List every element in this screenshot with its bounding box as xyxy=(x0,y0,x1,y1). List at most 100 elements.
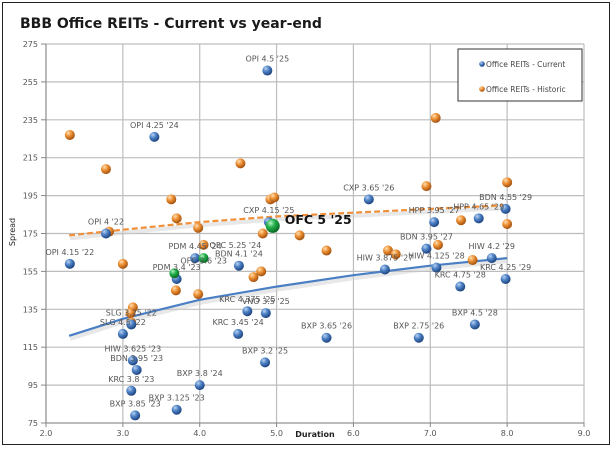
point-label: OFC 3.6 '23 xyxy=(180,256,227,265)
point-historic xyxy=(502,219,513,230)
legend: Office REITs - Current Office REITs - Hi… xyxy=(457,48,583,102)
point-label: BXP 3.65 '26 xyxy=(301,322,352,331)
point-current xyxy=(379,264,390,275)
y-axis-label: Spread xyxy=(8,218,17,246)
point-historic xyxy=(256,266,267,277)
point-label: KRC 3.8 '23 xyxy=(108,375,154,384)
point-label: CXP 3.65 '26 xyxy=(343,183,394,192)
ticks: 75 95 115 135 155 175 195 215 235 255 275 2.0 3.0 4.0… xyxy=(23,40,591,438)
point-label: OPI 4.25 '24 xyxy=(130,121,179,130)
y-tick-label: 195 xyxy=(23,192,38,201)
point-historic xyxy=(170,285,181,296)
point-historic xyxy=(171,213,182,224)
point-label: BDN 3.95 '27 xyxy=(400,233,453,242)
trendline-shadow xyxy=(69,206,509,241)
legend-marker-historic xyxy=(479,86,485,92)
point-current xyxy=(233,328,244,339)
y-tick-label: 255 xyxy=(23,78,38,87)
y-tick-label: 75 xyxy=(28,419,38,428)
point-historic xyxy=(125,308,136,319)
x-tick-label: 8.0 xyxy=(501,429,514,438)
point-current xyxy=(190,253,201,264)
point-current xyxy=(473,213,484,224)
point-current xyxy=(413,332,424,343)
point-label: BXP 3.85 '23 xyxy=(110,399,161,408)
y-tick-label: 175 xyxy=(23,230,38,239)
x-tick-label: 2.0 xyxy=(40,429,53,438)
point-label: PDM 4.45 '24 xyxy=(169,242,222,251)
point-label: BDN 4.55 '29 xyxy=(479,193,532,202)
x-axis-label: Duration xyxy=(295,430,335,439)
point-label: KRC 4.375 '25 xyxy=(219,295,275,304)
legend-label-historic: Office REITs - Historic xyxy=(486,85,566,94)
point-historic xyxy=(257,228,268,239)
y-tick-label: 135 xyxy=(23,305,38,314)
point-historic xyxy=(193,222,204,233)
point-historic xyxy=(198,239,209,250)
point-historic xyxy=(235,158,246,169)
point-label: VNO 3.5 '25 xyxy=(242,297,290,306)
point-current xyxy=(100,228,111,239)
point-current xyxy=(500,203,511,214)
trendlines xyxy=(68,204,509,341)
legend-marker-current xyxy=(479,61,485,67)
point-current xyxy=(242,306,253,317)
point-current xyxy=(260,357,271,368)
point-label: HPP 4.65 '29 xyxy=(453,202,504,211)
point-historic xyxy=(248,272,259,283)
x-tick-label: 4.0 xyxy=(193,429,206,438)
point-current xyxy=(260,308,271,319)
point-current xyxy=(262,65,273,76)
y-tick-label: 275 xyxy=(23,40,38,49)
point-label: SLG 4.5 '22 xyxy=(100,318,146,327)
point-label: BXP 2.75 '26 xyxy=(393,322,444,331)
point-historic xyxy=(456,215,467,226)
point-current xyxy=(130,410,141,421)
legend-label-current: Office REITs - Current xyxy=(486,60,565,69)
point-current xyxy=(431,262,442,273)
point-current xyxy=(486,253,497,264)
point-highlight xyxy=(169,268,180,279)
y-tick-label: 115 xyxy=(23,343,38,352)
x-tick-label: 5.0 xyxy=(270,429,283,438)
y-tick-label: 155 xyxy=(23,267,38,276)
point-historic xyxy=(321,245,332,256)
point-label: BXP 4.5 '28 xyxy=(452,308,498,317)
point-historic xyxy=(100,164,111,175)
point-current xyxy=(126,319,137,330)
point-labels: OPI 4.5 '25 OPI 4.25 '24 OPI 4 '22 OPI 4.15… xyxy=(45,55,532,409)
point-label: CXP 4.15 '25 xyxy=(243,206,294,215)
point-label: OPI 4.5 '25 xyxy=(246,55,290,64)
point-highlight xyxy=(265,218,280,233)
point-current xyxy=(455,281,466,292)
x-tick-label: 9.0 xyxy=(578,429,591,438)
point-highlight xyxy=(198,253,209,264)
y-tick-label: 235 xyxy=(23,116,38,125)
point-historic xyxy=(467,255,478,266)
point-historic xyxy=(294,230,305,241)
point-label: OPI 4.15 '22 xyxy=(45,248,94,257)
point-historic xyxy=(432,239,443,250)
point-label: KRC 3.45 '24 xyxy=(213,318,264,327)
point-label: HIW 3.875 '27 xyxy=(357,254,414,263)
point-historic xyxy=(502,177,513,188)
point-label: OPI 4 '22 xyxy=(88,218,124,227)
legend-box xyxy=(457,48,583,102)
point-label: OFC 5.25 '24 xyxy=(210,241,262,250)
point-label: BXP 3.125 '23 xyxy=(149,394,205,403)
point-current xyxy=(469,319,480,330)
point-label-highlight: OFC 5 '25 xyxy=(285,212,352,227)
point-label: HIW 4.125 '28 xyxy=(408,252,465,261)
trendline-shadow xyxy=(69,259,509,341)
point-current xyxy=(233,260,244,271)
point-current xyxy=(194,380,205,391)
point-current xyxy=(429,217,440,228)
point-current xyxy=(421,243,432,254)
point-current xyxy=(321,332,332,343)
point-label: HPP 3.95 '27 xyxy=(409,206,460,215)
point-label: KRC 4.25 '29 xyxy=(480,263,531,272)
point-historic xyxy=(117,258,128,269)
point-current xyxy=(500,273,511,284)
point-historic xyxy=(383,245,394,256)
x-tick-label: 3.0 xyxy=(116,429,129,438)
